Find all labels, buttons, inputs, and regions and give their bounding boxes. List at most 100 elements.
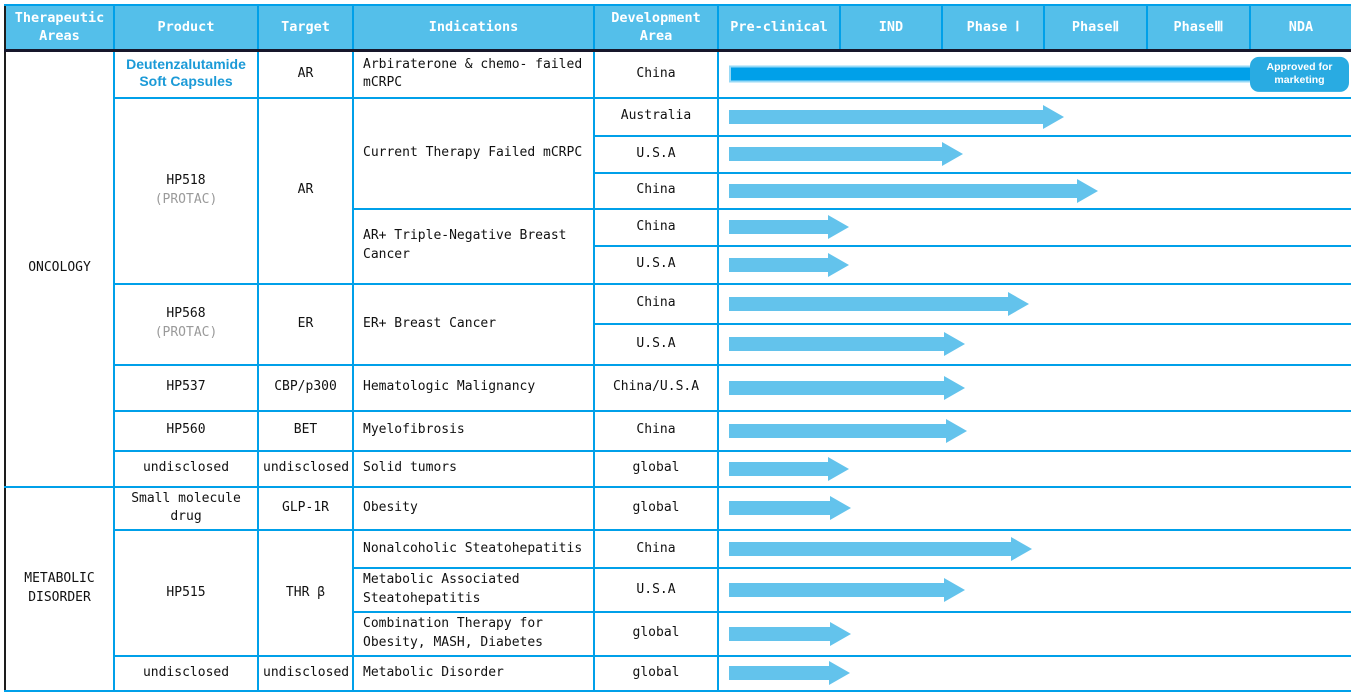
dev-area-cell: China xyxy=(593,409,719,452)
progress-arrow xyxy=(720,537,1350,562)
pipeline-cell xyxy=(717,409,1351,452)
progress-arrow xyxy=(720,621,1350,646)
progress-arrow xyxy=(720,104,1350,129)
arrow-head-icon xyxy=(1077,178,1099,203)
arrow-head-icon xyxy=(827,215,849,240)
arrow-head-icon xyxy=(829,621,851,646)
table-row: HP515 THR β Nonalcoholic Steatohepatitis… xyxy=(5,529,1351,657)
indication-cell: AR+ Triple-Negative Breast Cancer xyxy=(352,207,595,285)
table-row: U.S.A xyxy=(5,244,1351,285)
pipeline-cell xyxy=(717,654,1351,692)
dev-area-cell: China xyxy=(593,282,719,325)
table-row: China xyxy=(5,171,1351,210)
target-cell: THR β xyxy=(257,529,354,657)
table-row: U.S.A xyxy=(5,134,1351,174)
target-cell: BET xyxy=(257,409,354,452)
arrow-head-icon xyxy=(1010,537,1032,562)
dev-area-cell: China xyxy=(593,171,719,210)
product-cell: HP568 (PROTAC) xyxy=(113,282,259,366)
table-row: ONCOLOGY Deutenzalutamide Soft Capsules … xyxy=(4,49,1351,488)
arrow-head-icon xyxy=(1007,291,1029,316)
table-row: HP568 (PROTAC) ER ER+ Breast Cancer China xyxy=(5,282,1351,366)
arrow-shaft xyxy=(729,666,830,681)
dev-area-cell: Australia xyxy=(593,96,719,137)
arrow-shaft xyxy=(729,147,942,162)
arrow-head-icon xyxy=(829,661,851,686)
table-row: AR+ Triple-Negative Breast Cancer China xyxy=(5,207,1351,285)
pipeline-cell xyxy=(717,529,1351,570)
table-row: HP518 (PROTAC) AR Current Therapy Failed … xyxy=(5,96,1351,285)
dev-area-cell: China xyxy=(593,49,719,99)
column-header-preclinical: Pre-clinical xyxy=(717,4,841,53)
progress-arrow xyxy=(720,661,1350,686)
dev-area-cell: global xyxy=(593,449,719,488)
arrow-head-icon xyxy=(946,418,968,443)
arrow-shaft xyxy=(729,626,830,641)
product-cell: HP560 xyxy=(113,409,259,452)
arrow-shaft xyxy=(729,109,1044,124)
indication-cell: Metabolic Disorder xyxy=(352,654,595,692)
indication-cell: Arbiraterone & chemo- failed mCRPC xyxy=(352,49,595,99)
therapeutic-area-cell: ONCOLOGY xyxy=(4,49,115,488)
pipeline-cell: Approved for marketing xyxy=(717,49,1351,99)
pipeline-cell xyxy=(717,449,1351,488)
arrow-head-icon xyxy=(827,252,849,277)
indication-cell: Myelofibrosis xyxy=(352,409,595,452)
arrow-shaft xyxy=(729,583,944,598)
column-header-target: Target xyxy=(257,4,354,53)
approved-badge: Approved for marketing xyxy=(1250,57,1349,92)
indication-cell: Nonalcoholic Steatohepatitis xyxy=(352,529,595,570)
column-header-therapeutic-areas: Therapeutic Areas xyxy=(4,4,115,53)
progress-arrow xyxy=(720,332,1350,357)
arrow-shaft xyxy=(729,337,944,352)
table-row: HP560 BET Myelofibrosis China xyxy=(5,409,1351,452)
pipeline-table: Therapeutic Areas Product Target Indicat… xyxy=(4,4,1351,692)
pipeline-cell xyxy=(717,610,1351,657)
pipeline-cell xyxy=(717,363,1351,412)
dev-area-cell: U.S.A xyxy=(593,244,719,285)
dev-area-cell: China xyxy=(593,207,719,247)
column-header-product: Product xyxy=(113,4,259,53)
target-cell: CBP/p300 xyxy=(257,363,354,412)
arrow-head-icon xyxy=(941,142,963,167)
column-header-development-area: Development Area xyxy=(593,4,719,53)
indication-cell: Current Therapy Failed mCRPC xyxy=(352,96,595,210)
pipeline-cell xyxy=(717,485,1351,532)
pipeline-cell xyxy=(717,171,1351,210)
arrow-shaft xyxy=(729,220,828,235)
dev-area-cell: China/U.S.A xyxy=(593,363,719,412)
progress-arrow xyxy=(720,142,1350,167)
product-cell: undisclosed xyxy=(113,449,259,488)
dev-area-cell: global xyxy=(593,654,719,692)
product-cell: HP518 (PROTAC) xyxy=(113,96,259,285)
progress-arrow xyxy=(720,456,1350,481)
product-link[interactable]: Deutenzalutamide Soft Capsules xyxy=(126,55,246,90)
progress-arrow xyxy=(720,578,1350,603)
progress-arrow xyxy=(720,178,1350,203)
arrow-head-icon xyxy=(827,456,849,481)
progress-arrow xyxy=(720,496,1350,521)
indication-cell: Metabolic Associated Steatohepatitis xyxy=(352,567,595,613)
dev-area-cell: global xyxy=(593,485,719,532)
product-name: HP518 xyxy=(166,172,206,188)
arrow-head-icon xyxy=(829,496,851,521)
table-row: undisclosed undisclosed Metabolic Disord… xyxy=(5,654,1351,692)
table-row: U.S.A xyxy=(5,322,1351,366)
indication-cell: Solid tumors xyxy=(352,449,595,488)
product-cell: HP537 xyxy=(113,363,259,412)
arrow-shaft xyxy=(729,257,828,272)
table-row: Combination Therapy for Obesity, MASH, D… xyxy=(5,610,1351,657)
product-subtype: (PROTAC) xyxy=(154,191,218,207)
arrow-head-icon xyxy=(943,332,965,357)
column-header-indications: Indications xyxy=(352,4,595,53)
table-row: undisclosed undisclosed Solid tumors glo… xyxy=(5,449,1351,488)
pipeline-cell xyxy=(717,282,1351,325)
arrow-shaft xyxy=(729,296,1008,311)
arrow-shaft xyxy=(729,423,947,438)
dev-area-cell: U.S.A xyxy=(593,567,719,613)
table-row: HP537 CBP/p300 Hematologic Malignancy Ch… xyxy=(5,363,1351,412)
column-header-phase2: PhaseⅡ xyxy=(1043,4,1148,53)
header-row: Therapeutic Areas Product Target Indicat… xyxy=(4,4,1351,53)
indication-cell: ER+ Breast Cancer xyxy=(352,282,595,366)
column-header-nda: NDA xyxy=(1249,4,1351,53)
